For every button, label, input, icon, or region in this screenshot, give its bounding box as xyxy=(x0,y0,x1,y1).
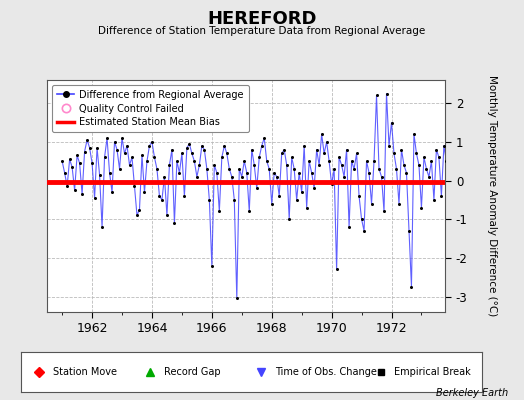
Legend: Difference from Regional Average, Quality Control Failed, Estimated Station Mean: Difference from Regional Average, Qualit… xyxy=(52,85,248,132)
Text: HEREFORD: HEREFORD xyxy=(208,10,316,28)
Y-axis label: Monthly Temperature Anomaly Difference (°C): Monthly Temperature Anomaly Difference (… xyxy=(487,75,497,317)
Text: Berkeley Earth: Berkeley Earth xyxy=(436,388,508,398)
Text: Time of Obs. Change: Time of Obs. Change xyxy=(275,367,376,377)
Text: Record Gap: Record Gap xyxy=(164,367,221,377)
Text: Difference of Station Temperature Data from Regional Average: Difference of Station Temperature Data f… xyxy=(99,26,425,36)
Text: Station Move: Station Move xyxy=(53,367,117,377)
Text: Empirical Break: Empirical Break xyxy=(395,367,471,377)
